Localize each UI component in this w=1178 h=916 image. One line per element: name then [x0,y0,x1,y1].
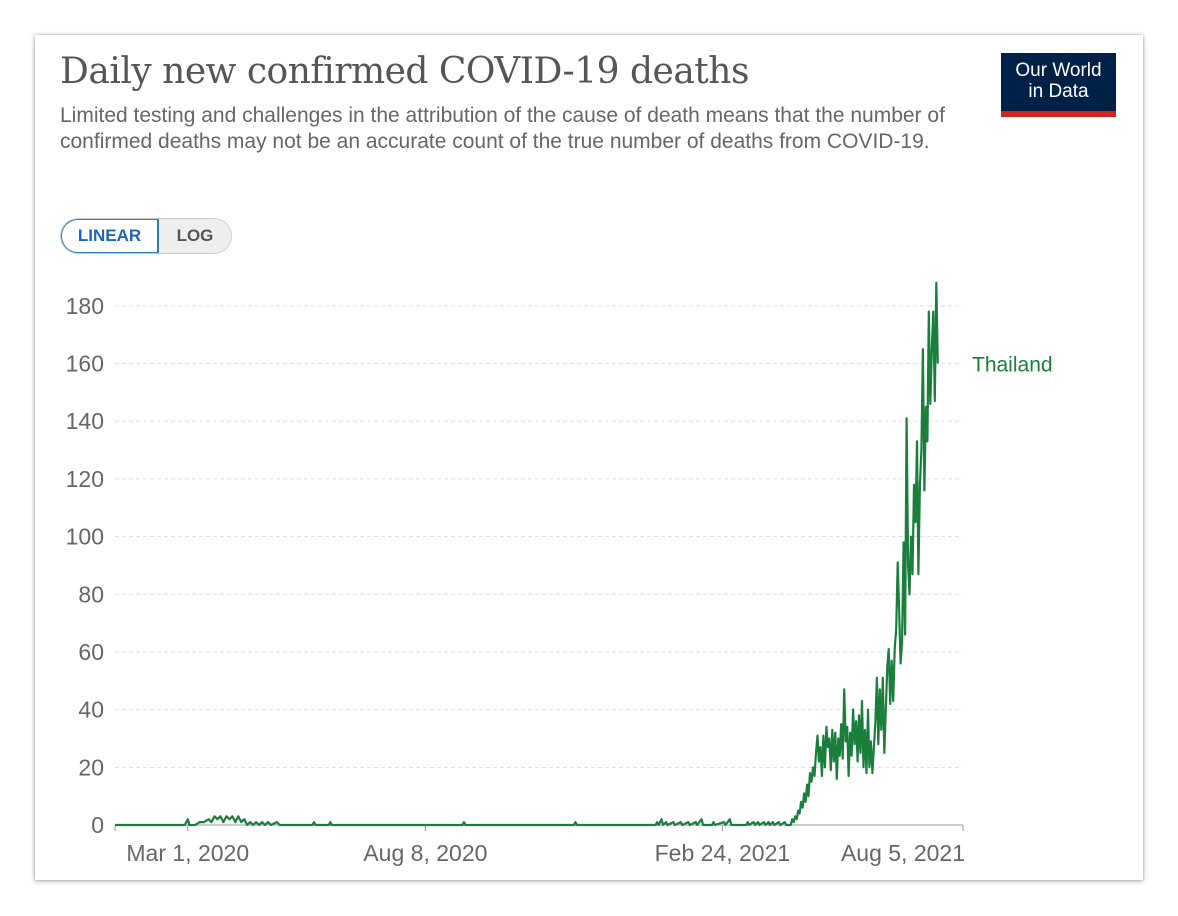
y-tick-label: 80 [78,581,104,607]
chart-card: Daily new confirmed COVID-19 deaths Limi… [35,35,1143,880]
gridlines [115,305,963,768]
x-tick-label: Feb 24, 2021 [655,840,791,866]
scale-toggle: LINEAR LOG [60,218,232,254]
chart-title: Daily new confirmed COVID-19 deaths [60,51,749,92]
chart-subtitle: Limited testing and challenges in the at… [60,104,945,153]
x-axis: Mar 1, 2020 Aug 8, 2020 Feb 24, 2021 Aug 5,… [114,824,965,866]
y-axis-tick-labels: 0 20 40 60 80 100 120 140 160 180 [66,293,104,838]
y-tick-label: 20 [78,754,104,780]
y-tick-label: 40 [78,697,104,723]
y-tick-label: 60 [78,639,104,665]
linear-scale-button[interactable]: LINEAR [61,219,159,253]
series-label-thailand: Thailand [972,354,1053,377]
x-tick-label: Mar 1, 2020 [126,840,249,866]
owid-logo[interactable]: Our World in Data [1001,53,1116,117]
y-tick-label: 160 [66,351,104,377]
line-chart: 0 20 40 60 80 100 120 140 160 180 Mar 1, 2020 Aug … [66,281,1053,866]
series-line-thailand [115,281,939,827]
log-scale-button[interactable]: LOG [159,219,231,253]
x-tick-label: Aug 8, 2020 [363,840,487,866]
series-labels: Thailand [972,354,1053,377]
x-tick-label: Aug 5, 2021 [841,840,965,866]
y-tick-label: 140 [66,408,104,434]
y-tick-label: 120 [66,466,104,492]
y-tick-label: 0 [91,812,104,838]
y-tick-label: 180 [66,293,104,319]
series-lines [115,281,939,827]
y-tick-label: 100 [66,524,104,550]
logo-line-2: in Data [1028,81,1089,102]
logo-line-1: Our World [1015,60,1102,81]
